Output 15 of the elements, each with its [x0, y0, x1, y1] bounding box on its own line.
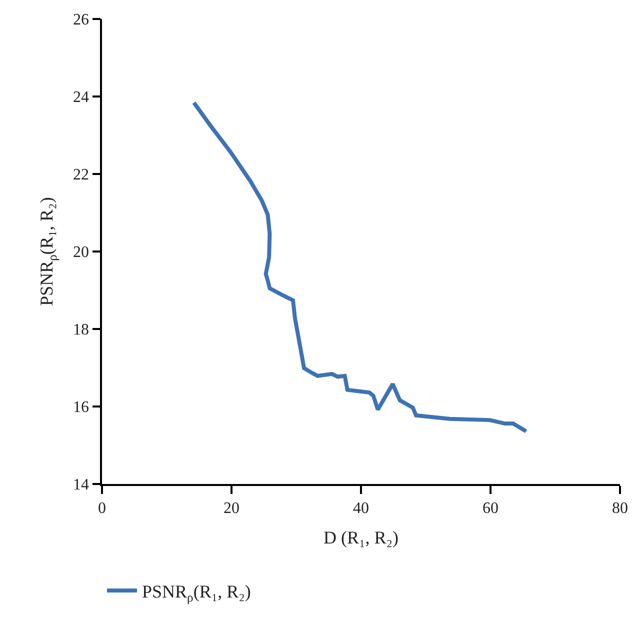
y-tick-label: 20	[73, 244, 90, 262]
y-tick-label: 22	[73, 166, 90, 184]
y-tick-label: 26	[73, 12, 90, 29]
legend-label: PSNR$_{ρ}$(R₁, R₂)	[142, 582, 251, 604]
y-tick-label: 14	[73, 476, 90, 494]
x-tick-label: 60	[482, 500, 498, 517]
y-tick-label: 24	[73, 89, 90, 106]
x-tick-label: 0	[98, 500, 106, 517]
x-tick-label: 40	[353, 500, 369, 517]
x-tick-label: 80	[612, 500, 628, 517]
x-axis-title: D (R₁, R₂)	[323, 528, 399, 548]
y-tick-label: 18	[73, 322, 90, 339]
line-series	[192, 100, 528, 434]
y-tick-label: 16	[73, 399, 90, 416]
x-tick-label: 20	[224, 500, 240, 517]
